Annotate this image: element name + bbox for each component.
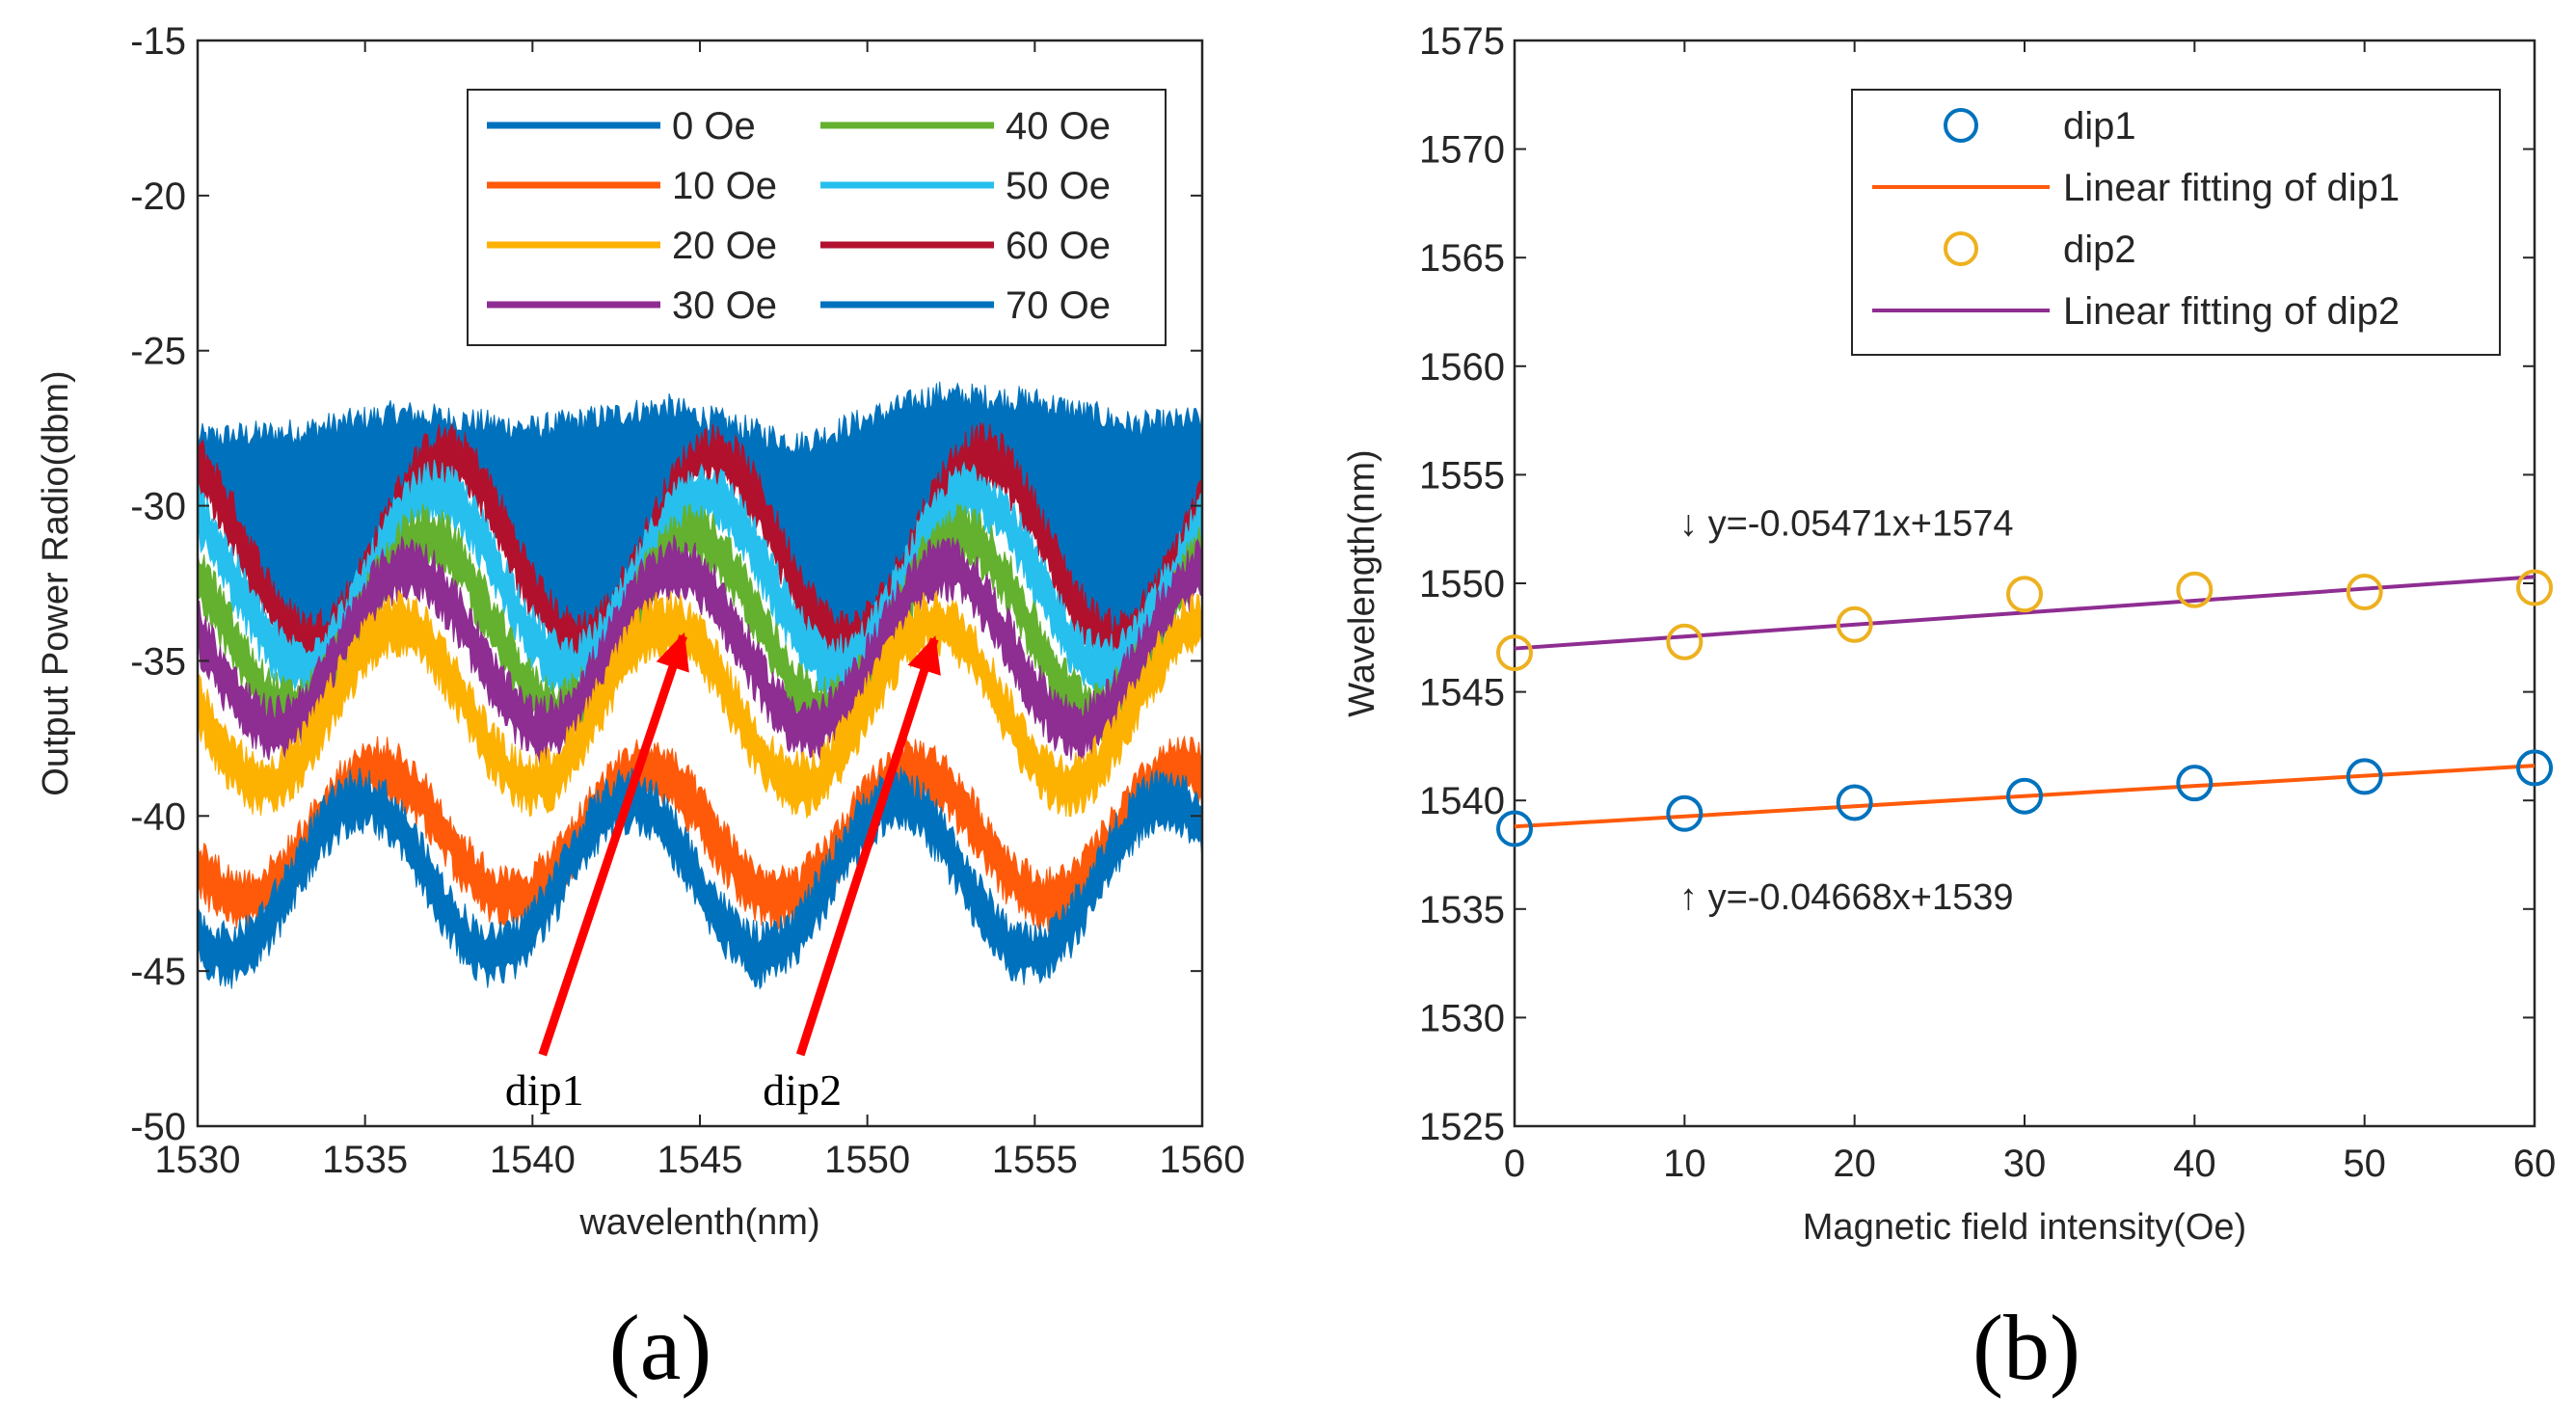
- panel-b-point-dip2: [1496, 634, 1533, 672]
- panel-b-point-dip2: [2516, 569, 2553, 606]
- panel-a-legend-label: 10 Oe: [672, 165, 777, 207]
- panel-b-y-tick-label: 1550: [1419, 563, 1505, 605]
- panel-a-series-group: [198, 381, 1202, 990]
- panel-a-x-tick-label: 1550: [824, 1139, 910, 1181]
- panel-b-point-dip2: [1836, 605, 1873, 643]
- panel-a-x-ticks: 1530 1535 1540 1545 1550 1555 1560: [155, 40, 1246, 1181]
- panel-a-series-20-oe: [198, 589, 1202, 820]
- panel-b-legend-label: Linear fitting of dip1: [2063, 167, 2400, 209]
- panel-b-legend-label: Linear fitting of dip2: [2063, 290, 2400, 333]
- panel-b-x-ticks: 0 10 20 30 40 50 60: [1504, 40, 2556, 1185]
- panel-b-x-tick-label: 0: [1504, 1143, 1525, 1185]
- panel-b-y-tick-label: 1545: [1419, 672, 1505, 714]
- panel-b-point-dip1: [2516, 749, 2553, 787]
- panel-a-y-tick-label: -25: [130, 331, 186, 373]
- panel-a-legend-label: 30 Oe: [672, 284, 777, 327]
- panel-b-point-dip1: [2006, 777, 2043, 815]
- panel-a-caption: (a): [609, 1296, 712, 1399]
- panel-a-arrow-head: [907, 635, 941, 676]
- panel-b-x-label: Magnetic field intensity(Oe): [1803, 1207, 2246, 1248]
- panel-b-legend-marker: [1944, 108, 1978, 143]
- panel-b-point-dip1: [1666, 794, 1704, 832]
- panel-b-point-dip1: [2346, 758, 2383, 795]
- panel-a-x-label: wavelenth(nm): [578, 1202, 819, 1243]
- panel-b-y-tick-label: 1570: [1419, 129, 1505, 172]
- panel-b-point-dip1: [1496, 810, 1533, 848]
- panel-a-arrow-shaft: [795, 637, 939, 1057]
- panel-b-legend-marker: [1944, 231, 1978, 266]
- panel-b-equation-1: ↓ y=-0.05471x+1574: [1679, 503, 2014, 544]
- panel-b-x-tick-label: 40: [2173, 1143, 2216, 1185]
- panel-a-y-tick-label: -20: [130, 175, 186, 218]
- panel-a-x-tick-label: 1545: [657, 1139, 743, 1181]
- panel-b-y-tick-label: 1555: [1419, 454, 1505, 497]
- panel-a-annotation-label: dip2: [763, 1065, 842, 1115]
- panel-b-point-dip2: [1666, 623, 1704, 660]
- panel-a-series-30-oe: [198, 534, 1202, 765]
- panel-b-x-tick-label: 20: [1833, 1143, 1876, 1185]
- panel-a-legend: 0 Oe 10 Oe 20 Oe 30 Oe 40 Oe 50 Oe 60 Oe 70 Oe: [467, 89, 1167, 346]
- panel-a: 1530 1535 1540 1545 1550 1555 1560 -50 -45 -40 -3…: [36, 20, 1245, 1243]
- panel-a-y-tick-label: -50: [130, 1106, 186, 1148]
- panel-b-annotations: ↓ y=-0.05471x+1574 ↑ y=-0.04668x+1539: [1679, 503, 2014, 917]
- panel-a-x-tick-label: 1560: [1160, 1139, 1246, 1181]
- panel-b-y-tick-label: 1535: [1419, 889, 1505, 931]
- panel-b-equation-2: ↑ y=-0.04668x+1539: [1679, 877, 2014, 918]
- panel-b-y-label: Wavelength(nm): [1342, 449, 1382, 716]
- panel-a-annotations: dip1 dip2: [505, 632, 941, 1115]
- panel-a-x-tick-label: 1540: [490, 1139, 576, 1181]
- panel-b-point-dip2: [2346, 574, 2383, 611]
- panel-b-series-group: [1496, 569, 2553, 848]
- panel-a-x-tick-label: 1535: [322, 1139, 408, 1181]
- panel-a-annotation-label: dip1: [505, 1065, 584, 1115]
- panel-a-legend-label: 70 Oe: [1006, 284, 1111, 327]
- panel-b-caption: (b): [1972, 1296, 2080, 1399]
- panel-a-y-tick-label: -45: [130, 951, 186, 993]
- panel-a-legend-label: 20 Oe: [672, 225, 777, 267]
- panel-a-legend-label: 40 Oe: [1006, 105, 1111, 148]
- panel-b-x-tick-label: 60: [2513, 1143, 2557, 1185]
- panel-b-point-dip1: [2176, 765, 2214, 802]
- panel-b-y-tick-label: 1575: [1419, 20, 1505, 63]
- panel-a-arrow-shaft: [538, 634, 687, 1057]
- panel-a-y-label: Output Power Radio(dbm): [36, 370, 76, 795]
- panel-a-y-tick-label: -35: [130, 640, 186, 683]
- panel-a-arrow-head: [656, 632, 689, 673]
- panel-a-y-ticks: -50 -45 -40 -35 -30 -25 -20 -15: [130, 20, 1202, 1148]
- panel-a-y-tick-label: -15: [130, 20, 186, 63]
- panel-b-legend-label: dip1: [2063, 105, 2136, 148]
- panel-b-x-tick-label: 30: [2003, 1143, 2047, 1185]
- panel-a-legend-label: 0 Oe: [672, 105, 756, 148]
- panel-b-fit-line-dip2: [1514, 575, 2536, 651]
- panel-b-legend: dip1 Linear fitting of dip1 dip2 Linear fit…: [1851, 89, 2501, 356]
- panel-a-series-0-oe: [198, 767, 1202, 990]
- panel-a-y-tick-label: -30: [130, 486, 186, 528]
- panel-b: 0 10 20 30 40 50 60 15251530153515401545155015…: [1342, 20, 2556, 1248]
- panel-b-point-dip2: [2006, 576, 2043, 613]
- panel-b-y-tick-label: 1565: [1419, 237, 1505, 280]
- panel-b-point-dip2: [2176, 571, 2214, 608]
- panel-a-x-tick-label: 1530: [155, 1139, 241, 1181]
- panel-a-x-tick-label: 1555: [992, 1139, 1078, 1181]
- panel-b-y-tick-label: 1560: [1419, 346, 1505, 389]
- panel-b-x-tick-label: 10: [1663, 1143, 1706, 1185]
- panel-a-legend-label: 50 Oe: [1006, 165, 1111, 207]
- panel-b-y-tick-label: 1540: [1419, 780, 1505, 822]
- panel-b-y-tick-label: 1530: [1419, 997, 1505, 1039]
- panel-b-legend-label: dip2: [2063, 229, 2136, 271]
- panel-b-x-tick-label: 50: [2343, 1143, 2386, 1185]
- panel-b-y-tick-label: 1525: [1419, 1106, 1505, 1148]
- panel-b-fit-line-dip1: [1514, 764, 2536, 829]
- panel-a-legend-label: 60 Oe: [1006, 225, 1111, 267]
- panel-b-y-ticks: 1525 1530 1535 1540 1545 1550 1555 1560 1565 1570…: [1419, 20, 2535, 1148]
- panel-a-y-tick-label: -40: [130, 795, 186, 838]
- panel-b-point-dip1: [1836, 784, 1873, 821]
